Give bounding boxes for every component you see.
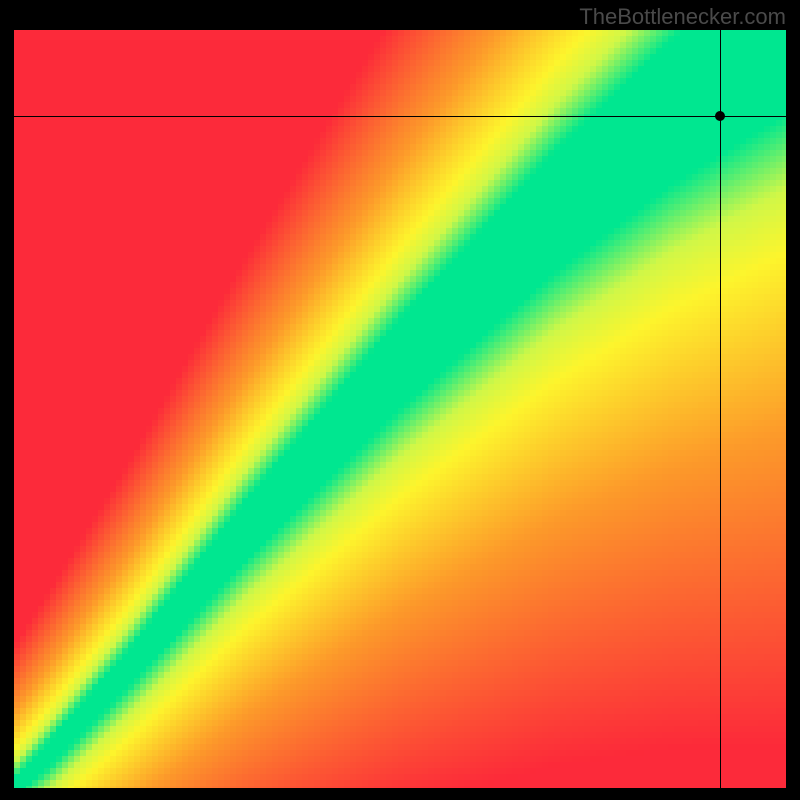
crosshair-horizontal (14, 116, 786, 117)
plot-area (14, 30, 786, 788)
chart-container: TheBottlenecker.com (0, 0, 800, 800)
bottleneck-heatmap (14, 30, 786, 788)
watermark-text: TheBottlenecker.com (579, 4, 786, 30)
selection-marker (715, 111, 725, 121)
crosshair-vertical (720, 30, 721, 788)
